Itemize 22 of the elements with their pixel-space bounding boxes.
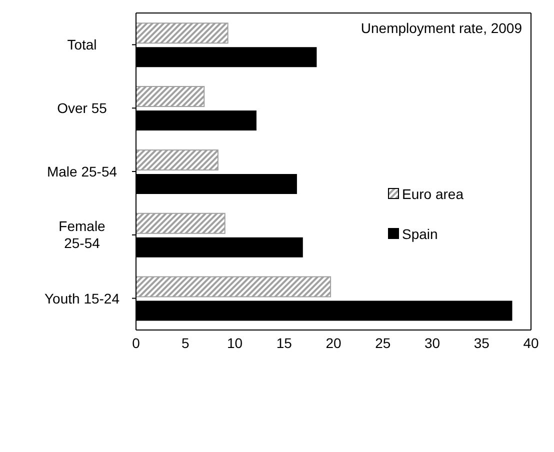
x-tick-label: 15 <box>276 334 292 351</box>
bar <box>136 276 332 298</box>
x-tick-label: 0 <box>132 334 140 351</box>
x-tick-label: 35 <box>474 334 490 351</box>
bar <box>136 149 218 170</box>
x-tick-label: 30 <box>424 334 440 351</box>
bar <box>136 86 205 108</box>
x-tick-label: 20 <box>326 334 342 351</box>
bar <box>136 212 226 234</box>
x-tick-label: 10 <box>226 334 243 351</box>
x-tick-label: 40 <box>523 334 539 351</box>
y-tick-label: Male 25-54 <box>46 164 118 180</box>
y-tick-label: Total <box>67 36 97 53</box>
y-tick-label: Over 55 <box>57 100 108 116</box>
legend-label: Euro area <box>402 186 464 202</box>
y-tick-label: Female 25-54 <box>58 218 106 251</box>
y-tick-label: Youth 15-24 <box>44 290 120 306</box>
text: Unemployment rate, 2009 <box>360 20 522 36</box>
bar <box>136 22 228 44</box>
x-tick-label: 5 <box>181 334 190 351</box>
x-tick-label: 25 <box>375 334 391 351</box>
legend-label: Spain <box>402 226 438 242</box>
